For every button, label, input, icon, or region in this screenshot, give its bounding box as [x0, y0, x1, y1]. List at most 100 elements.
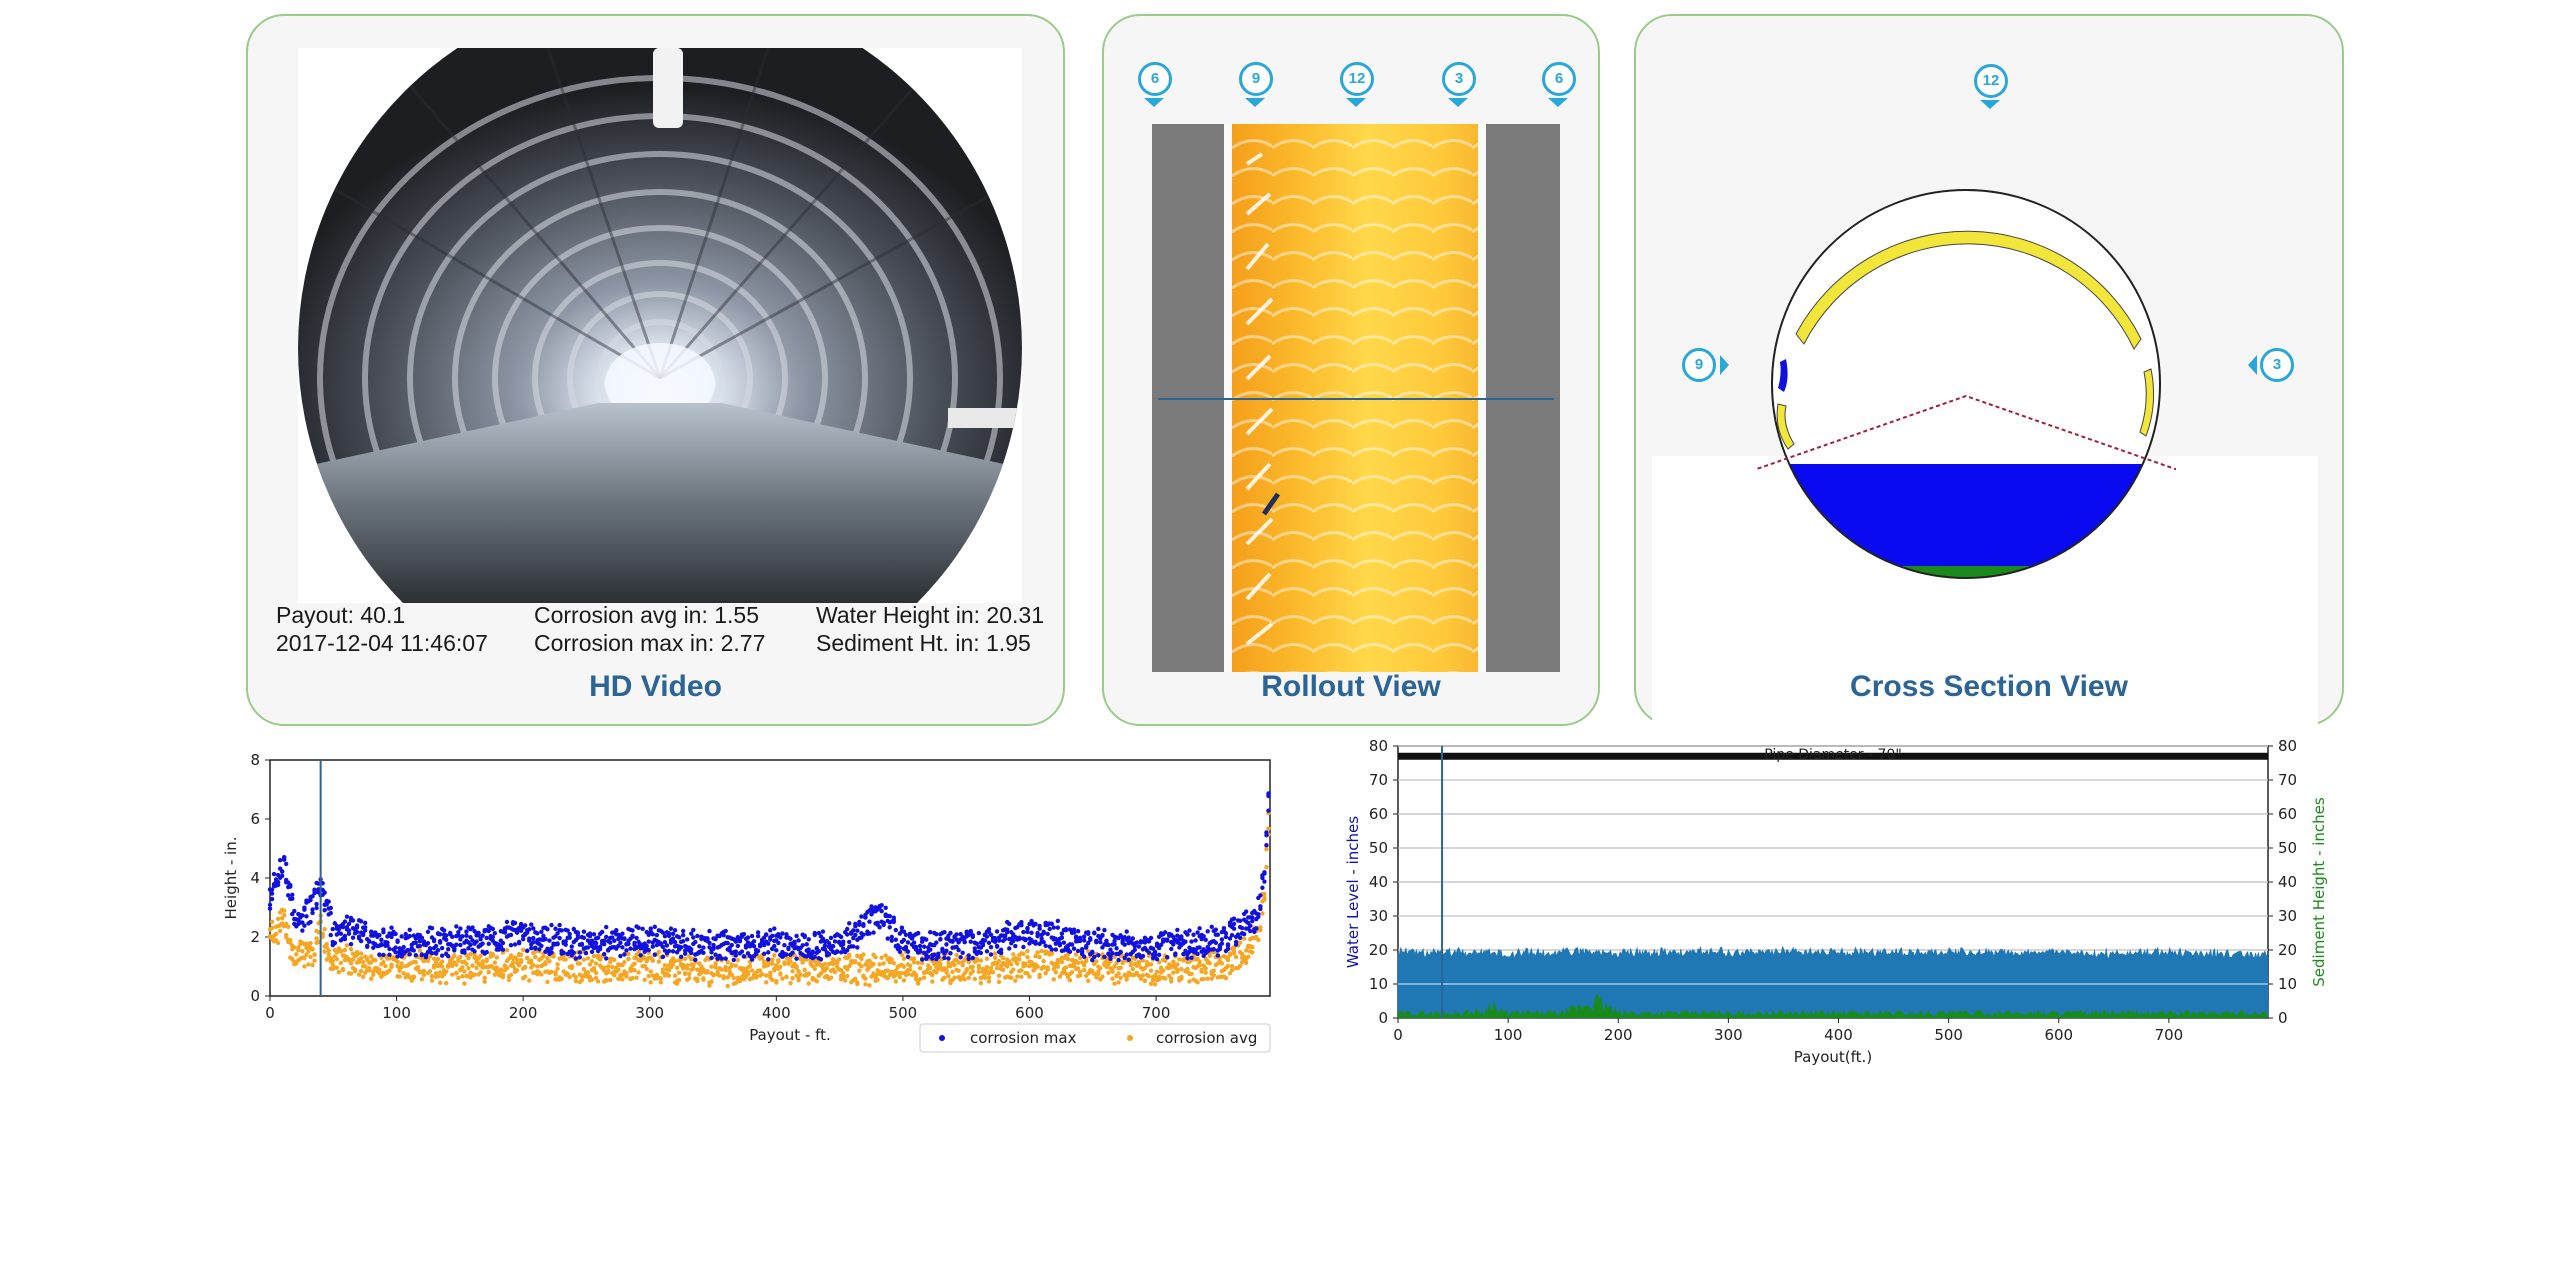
- data-point: [269, 887, 275, 892]
- data-point: [699, 970, 704, 975]
- data-point: [567, 931, 572, 937]
- data-point: [701, 945, 706, 950]
- corrosion-chart[interactable]: 0 2 4 6 8 0 100 200 300 400 500 600 700 Payout - ft. H…: [216, 746, 1276, 1070]
- data-point: [1081, 967, 1087, 973]
- clock-marker-12[interactable]: 12: [1972, 64, 2008, 110]
- data-point: [968, 929, 973, 935]
- clock-marker-12[interactable]: 12: [1338, 62, 1374, 108]
- data-point: [338, 949, 344, 954]
- data-point: [444, 980, 449, 986]
- data-point: [851, 935, 856, 941]
- data-point: [960, 963, 965, 968]
- data-point: [928, 947, 933, 952]
- data-point: [887, 913, 892, 919]
- data-point: [531, 963, 536, 968]
- x-tick-label: 600: [1015, 1004, 1044, 1022]
- data-point: [1160, 968, 1166, 973]
- data-point: [741, 932, 747, 937]
- data-point: [976, 930, 982, 936]
- data-point: [672, 939, 678, 945]
- data-point: [395, 954, 400, 959]
- x-axis-label: Payout - ft.: [749, 1026, 831, 1044]
- data-point: [464, 933, 469, 938]
- cross-section-diagram[interactable]: [1756, 174, 2176, 594]
- clock-marker-3[interactable]: 3: [1440, 62, 1476, 108]
- data-point: [1033, 941, 1038, 946]
- data-point: [555, 931, 560, 936]
- hd-video-frame[interactable]: [298, 48, 1022, 603]
- data-point: [709, 955, 714, 961]
- clock-marker-9[interactable]: 9: [1237, 62, 1273, 108]
- data-point: [472, 949, 477, 954]
- clock-label: 6: [1138, 62, 1172, 96]
- data-point: [466, 965, 471, 971]
- y-tick-label-left: 80: [1369, 737, 1388, 755]
- data-point: [719, 967, 724, 972]
- data-point: [630, 928, 635, 933]
- data-point: [1219, 941, 1225, 946]
- water-level-area: [1397, 945, 2269, 1019]
- data-point: [907, 931, 913, 936]
- rollout-image[interactable]: [1152, 124, 1560, 672]
- x-tick-label: 200: [509, 1004, 538, 1022]
- data-point: [1244, 960, 1249, 966]
- data-point: [772, 966, 777, 971]
- data-point: [593, 970, 599, 975]
- data-point: [377, 933, 382, 938]
- data-point: [1035, 933, 1040, 939]
- data-point: [1094, 959, 1099, 964]
- data-point: [778, 964, 783, 970]
- data-point: [1092, 971, 1097, 976]
- data-point: [277, 858, 283, 863]
- data-point: [1053, 970, 1059, 975]
- data-point: [689, 931, 694, 936]
- data-point: [905, 954, 911, 960]
- data-point: [1250, 950, 1255, 955]
- data-point: [689, 950, 694, 956]
- data-point: [504, 965, 510, 971]
- data-point: [381, 930, 386, 935]
- data-point: [612, 957, 617, 963]
- data-point: [717, 973, 722, 978]
- data-point: [674, 965, 680, 970]
- data-point: [1120, 938, 1125, 944]
- data-point: [638, 953, 643, 958]
- data-point: [346, 921, 352, 927]
- data-point: [1063, 928, 1069, 933]
- data-point: [917, 943, 923, 949]
- data-point: [429, 974, 435, 979]
- data-point: [1250, 918, 1255, 924]
- data-point: [1148, 935, 1154, 941]
- data-point: [755, 930, 761, 935]
- data-point: [972, 946, 978, 951]
- data-point: [383, 963, 388, 969]
- data-point: [593, 975, 599, 981]
- water-sediment-chart[interactable]: 0 0 10 10 20 20 30 30 40 40 50 50 60 60 70 70 80 80 0 100 20…: [1330, 732, 2360, 1076]
- data-point: [446, 947, 451, 952]
- data-point: [919, 960, 925, 966]
- data-point: [964, 966, 969, 972]
- y-tick-label: 4: [250, 869, 260, 887]
- data-point: [527, 927, 532, 932]
- clock-marker-6-left[interactable]: 6: [1136, 62, 1172, 108]
- data-point: [794, 965, 799, 971]
- data-point: [1122, 942, 1127, 947]
- data-point: [1183, 948, 1188, 954]
- clock-marker-6-right[interactable]: 6: [1540, 62, 1576, 108]
- data-point: [330, 958, 335, 964]
- data-point: [478, 936, 483, 942]
- data-point: [450, 963, 455, 969]
- clock-marker-3[interactable]: 3: [2248, 348, 2298, 382]
- y-tick-label-left: 40: [1369, 873, 1388, 891]
- data-point: [802, 933, 807, 938]
- data-point: [1015, 974, 1020, 979]
- x-tick-label: 700: [2155, 1026, 2184, 1044]
- clock-marker-9[interactable]: 9: [1682, 348, 1732, 382]
- data-point: [567, 935, 572, 940]
- data-point: [273, 931, 279, 936]
- data-point: [1063, 965, 1069, 970]
- x-tick-label: 400: [1824, 1026, 1853, 1044]
- data-point: [729, 942, 734, 948]
- data-point: [1201, 976, 1206, 982]
- data-point: [729, 963, 734, 968]
